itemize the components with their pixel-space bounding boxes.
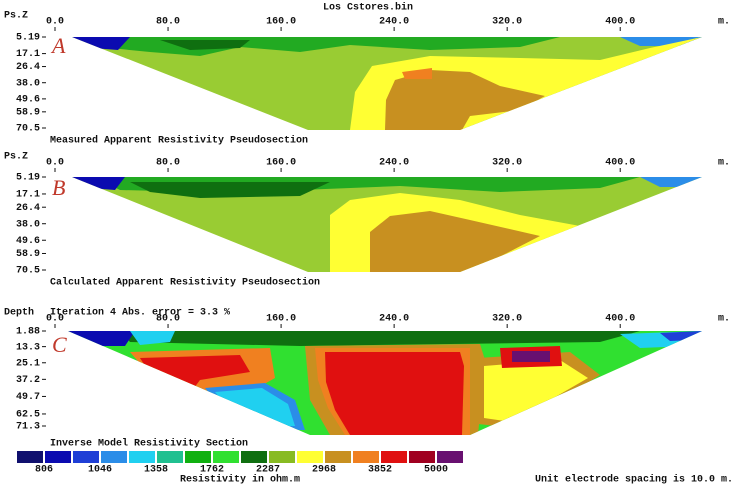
y-tick-label: 70.5 bbox=[16, 266, 40, 277]
x-unit: m. bbox=[718, 314, 730, 325]
colorbar-swatch bbox=[101, 451, 127, 463]
x-tick-label: 320.0 bbox=[492, 314, 522, 325]
y-tick-label: 71.3 bbox=[16, 422, 40, 433]
colorbar-label: 806 bbox=[35, 465, 53, 476]
note: Unit electrode spacing is 10.0 m. bbox=[535, 474, 733, 486]
panel-label: A bbox=[50, 33, 66, 58]
y-axis-label: Ps.Z bbox=[4, 11, 28, 22]
x-tick-label: 160.0 bbox=[266, 17, 296, 28]
colorbar-swatch bbox=[73, 451, 99, 463]
colorbar-swatch bbox=[45, 451, 71, 463]
x-tick-label: 320.0 bbox=[492, 17, 522, 28]
y-tick-label: 13.3 bbox=[16, 342, 40, 353]
colorbar-swatch bbox=[437, 451, 463, 463]
y-tick-label: 25.1 bbox=[16, 358, 40, 369]
x-tick-label: 320.0 bbox=[492, 158, 522, 169]
section-c bbox=[68, 331, 702, 435]
colorbar-swatch bbox=[381, 451, 407, 463]
panel-label: B bbox=[52, 175, 65, 200]
chart-title: Los Cstores.bin bbox=[323, 2, 413, 14]
y-tick-label: 62.5 bbox=[16, 410, 40, 421]
colorbar-label: 2287 bbox=[256, 465, 280, 476]
subtitle: Iteration 4 Abs. error = 3.3 % bbox=[50, 307, 230, 319]
y-tick-label: 38.0 bbox=[16, 78, 40, 89]
colorbar-swatch bbox=[185, 451, 211, 463]
colorbar-swatch bbox=[353, 451, 379, 463]
colorbar-swatch bbox=[129, 451, 155, 463]
caption: Inverse Model Resistivity Section bbox=[50, 438, 248, 450]
colorbar-swatch bbox=[409, 451, 435, 463]
y-tick-label: 17.1 bbox=[16, 49, 40, 60]
x-tick-label: 0.0 bbox=[46, 314, 64, 325]
x-tick-label: 80.0 bbox=[156, 158, 180, 169]
x-tick-label: 240.0 bbox=[379, 158, 409, 169]
y-axis-label: Depth bbox=[4, 307, 34, 319]
y-tick-label: 17.1 bbox=[16, 190, 40, 201]
colorbar-label: 1762 bbox=[200, 465, 224, 476]
section-b bbox=[72, 177, 702, 272]
y-tick-label: 49.6 bbox=[16, 236, 40, 247]
x-tick-label: 240.0 bbox=[379, 17, 409, 28]
caption: Measured Apparent Resistivity Pseudosect… bbox=[50, 135, 308, 147]
colorbar-label: 5000 bbox=[424, 465, 448, 476]
y-tick-label: 26.4 bbox=[16, 203, 40, 214]
colorbar-swatch bbox=[157, 451, 183, 463]
y-tick-label: 58.9 bbox=[16, 107, 40, 118]
panel-label: C bbox=[52, 332, 67, 357]
y-tick-label: 49.7 bbox=[16, 392, 40, 403]
x-tick-label: 400.0 bbox=[605, 158, 635, 169]
colorbar-label: 2968 bbox=[312, 465, 336, 476]
x-tick-label: 400.0 bbox=[605, 314, 635, 325]
y-tick-label: 5.19 bbox=[16, 33, 40, 44]
x-tick-label: 160.0 bbox=[266, 158, 296, 169]
y-tick-label: 49.6 bbox=[16, 95, 40, 106]
x-unit: m. bbox=[718, 17, 730, 28]
x-tick-label: 0.0 bbox=[46, 17, 64, 28]
colorbar-swatch bbox=[17, 451, 43, 463]
x-tick-label: 80.0 bbox=[156, 17, 180, 28]
colorbar-swatch bbox=[241, 451, 267, 463]
y-tick-label: 5.19 bbox=[16, 173, 40, 184]
x-tick-label: 80.0 bbox=[156, 314, 180, 325]
y-axis-label: Ps.Z bbox=[4, 152, 28, 163]
x-tick-label: 400.0 bbox=[605, 17, 635, 28]
x-tick-label: 240.0 bbox=[379, 314, 409, 325]
caption: Calculated Apparent Resistivity Pseudose… bbox=[50, 277, 320, 289]
colorbar-label: 3852 bbox=[368, 465, 392, 476]
x-tick-label: 160.0 bbox=[266, 314, 296, 325]
colorbar-label: 1046 bbox=[88, 465, 112, 476]
y-tick-label: 70.5 bbox=[16, 124, 40, 135]
y-tick-label: 38.0 bbox=[16, 219, 40, 230]
x-unit: m. bbox=[718, 158, 730, 169]
colorbar-swatch bbox=[269, 451, 295, 463]
y-tick-label: 26.4 bbox=[16, 62, 40, 73]
section-a bbox=[72, 37, 702, 130]
y-tick-label: 58.9 bbox=[16, 249, 40, 260]
y-tick-label: 37.2 bbox=[16, 375, 40, 386]
x-tick-label: 0.0 bbox=[46, 158, 64, 169]
y-tick-label: 1.88 bbox=[16, 327, 40, 338]
colorbar-swatch bbox=[213, 451, 239, 463]
colorbar-swatch bbox=[325, 451, 351, 463]
colorbar-label: 1358 bbox=[144, 465, 168, 476]
colorbar-swatch bbox=[297, 451, 323, 463]
colorbar-title: Resistivity in ohm.m bbox=[180, 474, 300, 486]
